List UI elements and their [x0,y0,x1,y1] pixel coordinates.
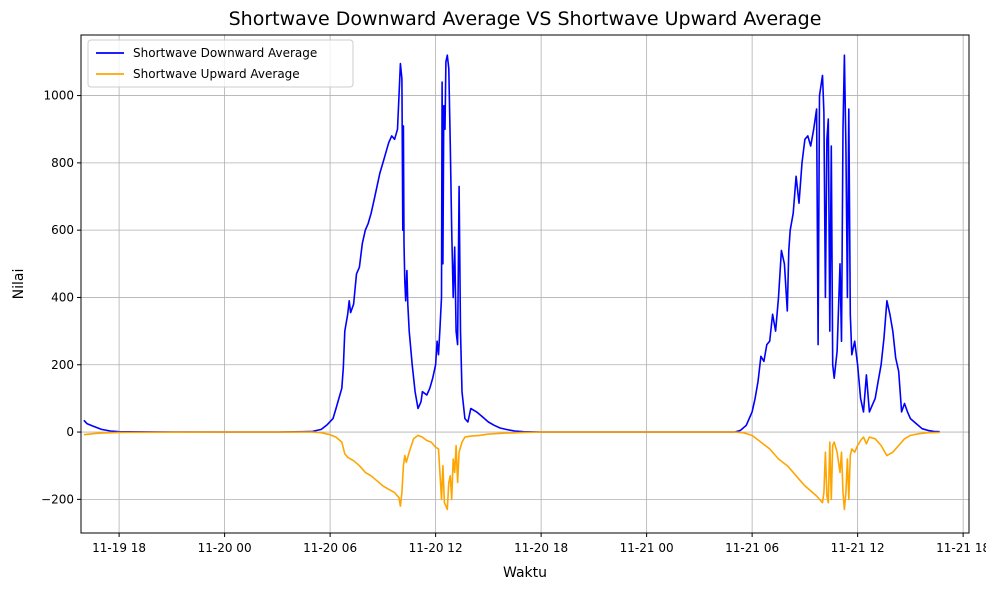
x-tick-label: 11-20 18 [514,541,568,555]
x-tick-label: 11-21 00 [620,541,674,555]
y-tick-label: 400 [51,290,74,304]
y-axis-ticks: −200 0 200 400 600 800 1000 [41,89,81,506]
y-tick-label: 200 [51,358,74,372]
x-tick-label: 11-20 06 [303,541,357,555]
legend-label-downward: Shortwave Downward Average [133,46,317,60]
legend-box [87,39,354,88]
y-tick-label: 1000 [43,89,74,103]
plot-area [83,54,940,511]
axes-frame [80,34,970,534]
legend-label-upward: Shortwave Upward Average [133,67,300,81]
legend: Shortwave Downward Average Shortwave Upw… [87,39,354,88]
series-line-downward [83,54,940,433]
x-tick-label: 11-21 06 [725,541,779,555]
x-tick-label: 11-21 18 [936,541,986,555]
x-axis-label: Waktu [503,565,547,581]
chart-title: Shortwave Downward Average VS Shortwave … [229,8,822,30]
x-tick-label: 11-21 12 [831,541,885,555]
y-tick-label: 800 [51,156,74,170]
x-tick-label: 11-20 12 [409,541,463,555]
series-line-upward [83,431,940,511]
y-axis-label: Nilai [11,269,27,300]
y-tick-label: 600 [51,223,74,237]
y-tick-label: 0 [66,425,74,439]
x-axis-ticks: 11-19 18 11-20 00 11-20 06 11-20 12 11-20 18… [92,533,986,555]
x-tick-label: 11-19 18 [92,541,146,555]
y-tick-label: −200 [41,492,74,506]
x-tick-label: 11-20 00 [198,541,252,555]
